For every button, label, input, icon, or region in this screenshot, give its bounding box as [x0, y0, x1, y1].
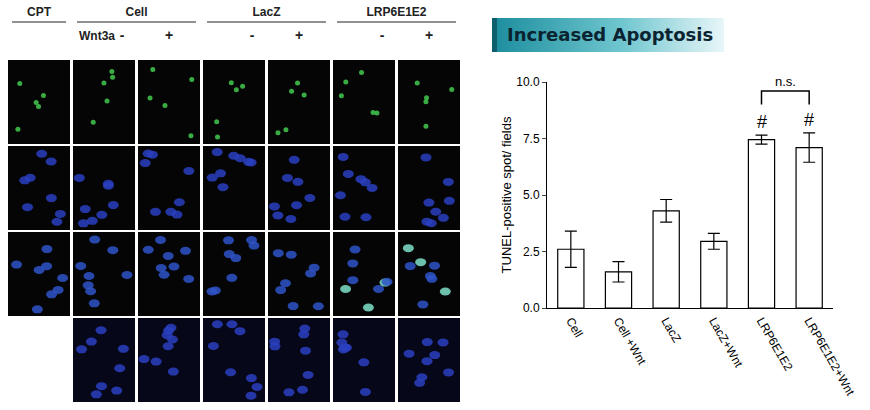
svg-text:LRP6E1E2: LRP6E1E2	[366, 5, 426, 19]
svg-text:Cell: Cell	[563, 315, 585, 340]
svg-text:#: #	[804, 110, 814, 130]
svg-text:LRP6E1E2+Wnt: LRP6E1E2+Wnt	[801, 315, 857, 399]
svg-text:TUNEL-positive spot/ fields: TUNEL-positive spot/ fields	[499, 116, 514, 273]
svg-text:0.0: 0.0	[523, 301, 540, 315]
svg-text:10.0: 10.0	[516, 75, 540, 89]
svg-text:CPT: CPT	[27, 5, 52, 19]
svg-text:7.5: 7.5	[523, 132, 540, 146]
svg-text:-: -	[120, 27, 125, 43]
html-text:Increased Apoptosis: Increased Apoptosis	[507, 24, 714, 45]
svg-text:+: +	[425, 27, 433, 43]
svg-text:Wnt3a: Wnt3a	[79, 29, 115, 43]
svg-text:#: #	[757, 112, 767, 132]
svg-text:LacZ+Wnt: LacZ+Wnt	[706, 315, 746, 370]
svg-text:n.s.: n.s.	[775, 74, 796, 89]
svg-text:5.0: 5.0	[523, 188, 540, 202]
svg-text:+: +	[295, 27, 303, 43]
svg-text:+: +	[165, 27, 173, 43]
svg-text:LacZ: LacZ	[252, 5, 280, 19]
svg-text:Cell +Wnt: Cell +Wnt	[611, 315, 650, 368]
svg-text:-: -	[250, 27, 255, 43]
svg-text:LRP6E1E2: LRP6E1E2	[754, 315, 796, 374]
svg-text:-: -	[380, 27, 385, 43]
svg-text:2.5: 2.5	[523, 245, 540, 259]
svg-text:LacZ: LacZ	[658, 315, 683, 345]
svg-text:Cell: Cell	[125, 5, 147, 19]
